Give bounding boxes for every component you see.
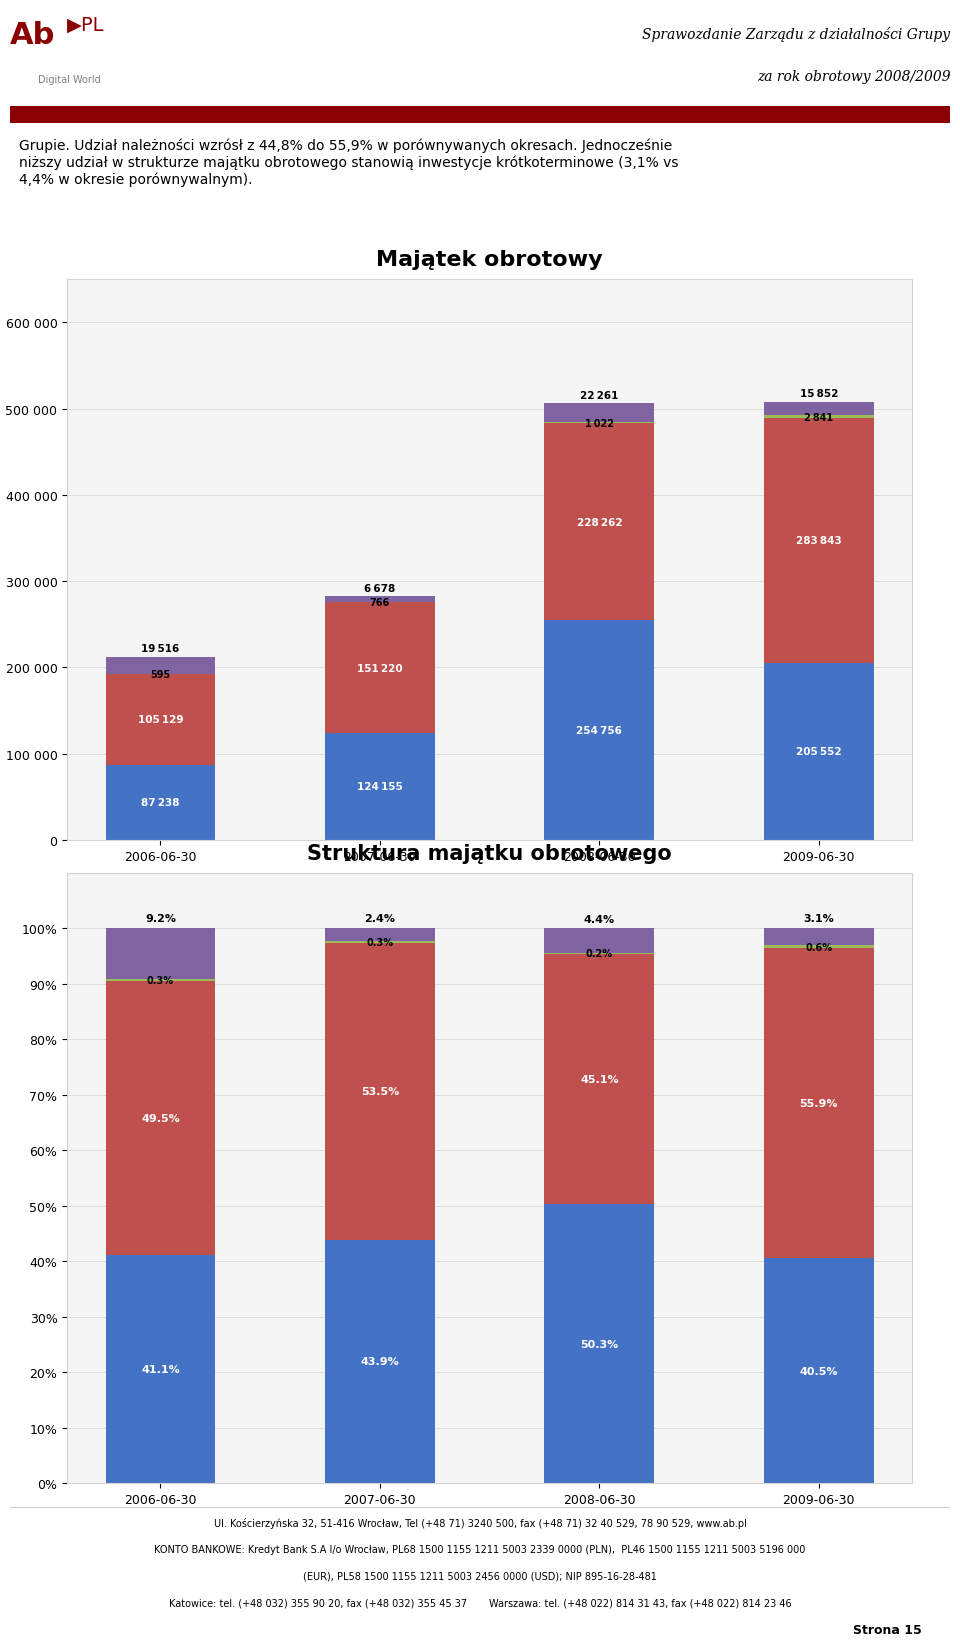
Text: 1 022: 1 022 xyxy=(585,419,613,428)
Bar xyxy=(764,949,874,1259)
Bar xyxy=(325,928,435,941)
Bar xyxy=(544,404,654,424)
Text: 49.5%: 49.5% xyxy=(141,1112,180,1124)
Text: (EUR), PL58 1500 1155 1211 5003 2456 0000 (USD); NIP 895-16-28-481: (EUR), PL58 1500 1155 1211 5003 2456 000… xyxy=(303,1571,657,1580)
Title: Majątek obrotowy: Majątek obrotowy xyxy=(376,250,603,270)
Bar xyxy=(325,941,435,943)
Text: 105 129: 105 129 xyxy=(137,715,183,725)
Bar xyxy=(764,662,874,840)
Y-axis label: tys. PLN: tys. PLN xyxy=(0,536,1,585)
Bar xyxy=(764,417,874,419)
Text: 283 843: 283 843 xyxy=(796,536,842,545)
Text: 45.1%: 45.1% xyxy=(580,1074,618,1084)
Text: 19 516: 19 516 xyxy=(141,644,180,654)
Bar xyxy=(764,419,874,662)
Bar xyxy=(764,928,874,946)
Text: 205 552: 205 552 xyxy=(796,747,842,756)
Text: 3.1%: 3.1% xyxy=(804,915,834,925)
Text: 6 678: 6 678 xyxy=(364,583,396,593)
FancyBboxPatch shape xyxy=(10,107,950,124)
Text: 766: 766 xyxy=(370,598,390,608)
Text: 228 262: 228 262 xyxy=(577,517,622,527)
Bar xyxy=(544,954,654,1205)
Text: Ul. Kościerzyńska 32, 51-416 Wrocław, Tel (+48 71) 3240 500, fax (+48 71) 32 40 : Ul. Kościerzyńska 32, 51-416 Wrocław, Te… xyxy=(213,1518,747,1528)
Bar xyxy=(106,981,215,1256)
Text: Digital World: Digital World xyxy=(38,74,101,86)
Bar xyxy=(325,603,435,733)
Bar xyxy=(544,929,654,953)
Text: 0.2%: 0.2% xyxy=(586,949,612,959)
Text: 2 841: 2 841 xyxy=(804,412,833,422)
Text: 87 238: 87 238 xyxy=(141,798,180,808)
Text: Katowice: tel. (+48 032) 355 90 20, fax (+48 032) 355 45 37       Warszawa: tel.: Katowice: tel. (+48 032) 355 90 20, fax … xyxy=(169,1597,791,1607)
Bar xyxy=(106,658,215,674)
Bar xyxy=(544,424,654,621)
Text: Ab: Ab xyxy=(10,21,55,51)
Text: Strona 15: Strona 15 xyxy=(853,1623,923,1636)
Text: 43.9%: 43.9% xyxy=(361,1356,399,1366)
Title: Struktura majątku obrotowego: Struktura majątku obrotowego xyxy=(307,844,672,864)
Text: Sprawozdanie Zarządu z działalności Grupy: Sprawozdanie Zarządu z działalności Grup… xyxy=(642,26,950,41)
Text: ▶PL: ▶PL xyxy=(67,16,105,35)
Text: 40.5%: 40.5% xyxy=(800,1366,838,1376)
Text: 53.5%: 53.5% xyxy=(361,1086,399,1096)
Text: Grupie. Udział należności wzrósł z 44,8% do 55,9% w porównywanych okresach. Jedn: Grupie. Udział należności wzrósł z 44,8%… xyxy=(19,138,679,186)
Text: 2.4%: 2.4% xyxy=(365,915,396,925)
Bar xyxy=(325,597,435,603)
Bar xyxy=(325,1239,435,1483)
Text: KONTO BANKOWE: Kredyt Bank S.A I/o Wrocław, PL68 1500 1155 1211 5003 2339 0000 (: KONTO BANKOWE: Kredyt Bank S.A I/o Wrocł… xyxy=(155,1544,805,1554)
Bar xyxy=(764,946,874,949)
Text: 124 155: 124 155 xyxy=(357,781,403,793)
Bar xyxy=(544,1205,654,1483)
Bar xyxy=(764,1259,874,1483)
Text: 595: 595 xyxy=(151,669,171,679)
Bar xyxy=(106,1256,215,1483)
Bar xyxy=(106,979,215,981)
Bar xyxy=(325,733,435,840)
Text: 0.3%: 0.3% xyxy=(367,938,394,948)
Text: za rok obrotowy 2008/2009: za rok obrotowy 2008/2009 xyxy=(756,69,950,84)
Bar xyxy=(325,943,435,1239)
Bar xyxy=(106,928,215,979)
Text: 41.1%: 41.1% xyxy=(141,1365,180,1374)
Bar xyxy=(764,402,874,417)
Bar xyxy=(106,765,215,840)
Bar xyxy=(544,621,654,840)
Text: 0.3%: 0.3% xyxy=(147,976,174,986)
Text: 50.3%: 50.3% xyxy=(580,1338,618,1348)
Text: 0.6%: 0.6% xyxy=(805,943,832,953)
Text: 4.4%: 4.4% xyxy=(584,915,614,925)
Text: 15 852: 15 852 xyxy=(800,389,838,399)
Bar xyxy=(106,674,215,765)
Text: 55.9%: 55.9% xyxy=(800,1099,838,1109)
Text: 254 756: 254 756 xyxy=(576,725,622,735)
Text: 151 220: 151 220 xyxy=(357,662,402,674)
Text: 9.2%: 9.2% xyxy=(145,915,176,925)
Text: 22 261: 22 261 xyxy=(580,391,618,400)
